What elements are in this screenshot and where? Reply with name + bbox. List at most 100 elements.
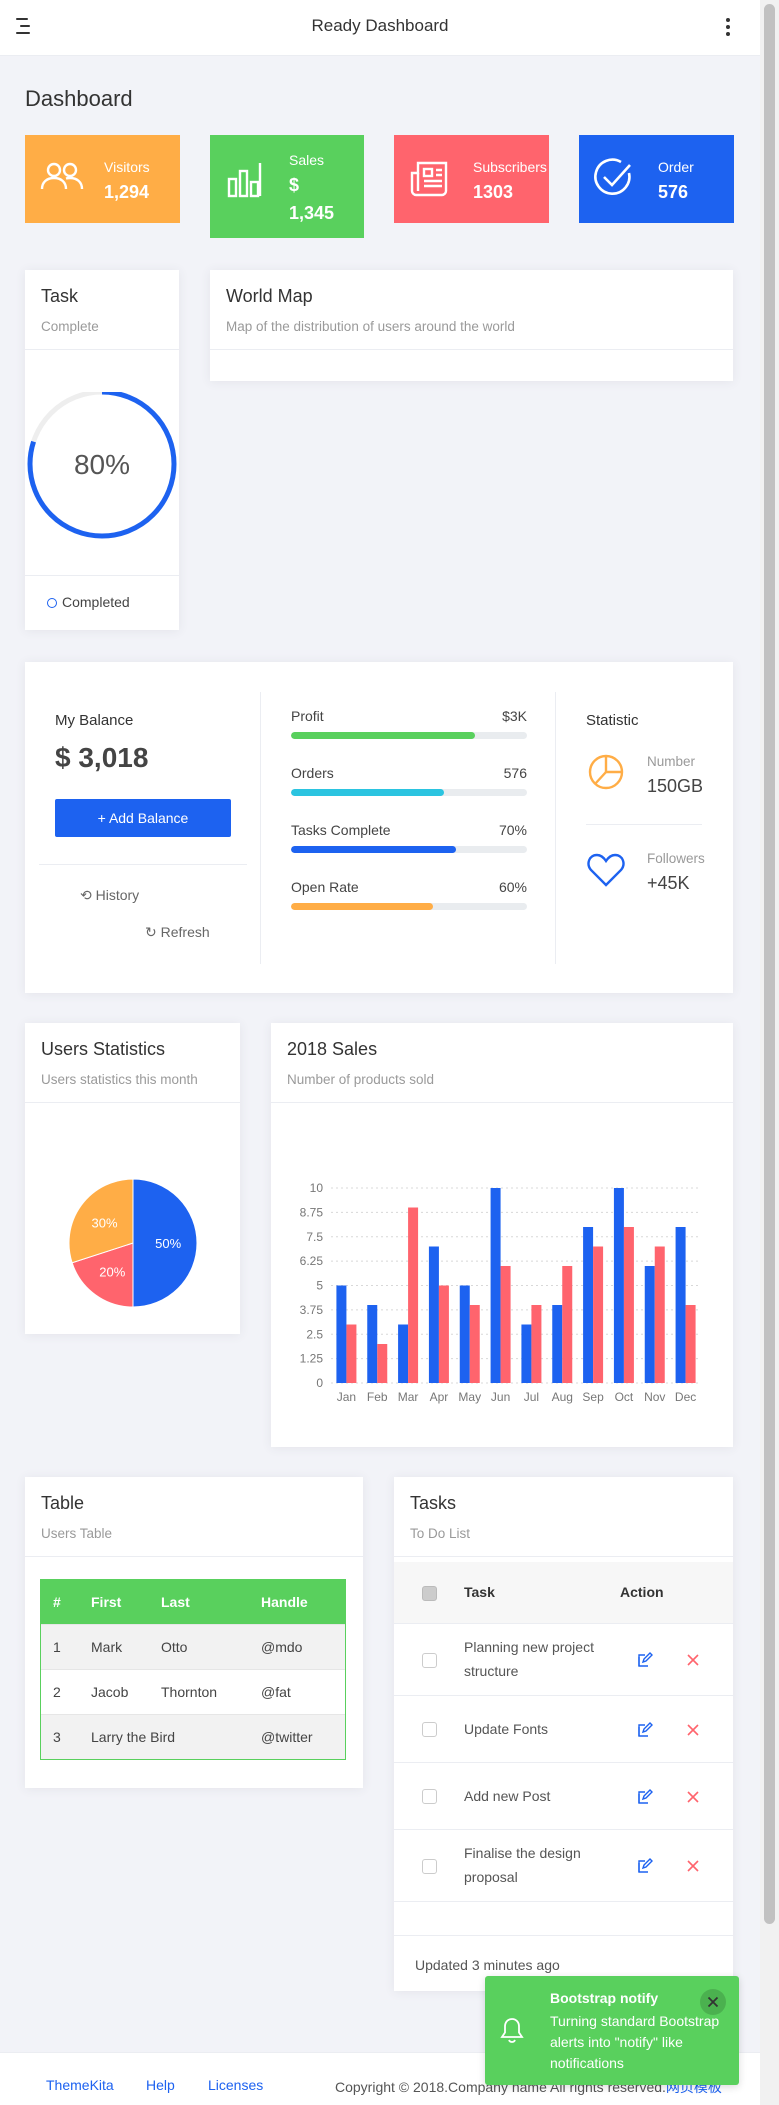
task-checkbox[interactable]	[421, 1789, 437, 1805]
card-title: Tasks	[410, 1493, 457, 1513]
stat-value: 1303	[473, 182, 514, 202]
bar	[346, 1324, 357, 1383]
users-table: # First Last Handle 1 Mark Otto @mdo 2 J…	[40, 1579, 346, 1760]
bar	[367, 1305, 378, 1383]
table-row: 1 Mark Otto @mdo	[41, 1623, 345, 1669]
card-subtitle: Complete	[41, 319, 99, 334]
x-tick-label: Nov	[644, 1390, 665, 1404]
table-cell: Otto	[149, 1623, 249, 1669]
tasks-updated: Updated 3 minutes ago	[415, 1957, 560, 1973]
checkbox-cell	[394, 1623, 464, 1696]
table-cell: @twitter	[249, 1713, 345, 1759]
card-title: Users Statistics	[41, 1039, 166, 1059]
divider	[260, 692, 261, 964]
app-title: Ready Dashboard	[311, 16, 449, 35]
progress-ring	[27, 389, 177, 539]
more-vertical-icon[interactable]	[722, 15, 734, 39]
close-icon[interactable]	[684, 1721, 702, 1739]
scrollbar[interactable]	[760, 0, 779, 2105]
pie-label: 30%	[92, 1215, 118, 1230]
task-name: Add new Post	[464, 1762, 620, 1830]
stat-card-sales[interactable]: Sales $ 1,345	[210, 135, 364, 238]
bar-chart-icon	[227, 163, 262, 198]
footer-link-licenses[interactable]: Licenses	[208, 2077, 264, 2093]
history-icon: ⟲	[80, 887, 96, 903]
close-icon[interactable]	[684, 1788, 702, 1806]
y-tick-label: 10	[310, 1181, 324, 1195]
notification-toast: Bootstrap notify Turning standard Bootst…	[485, 1976, 739, 2085]
close-icon[interactable]	[684, 1857, 702, 1875]
edit-icon[interactable]	[636, 1788, 654, 1806]
close-icon[interactable]	[684, 1651, 702, 1669]
stat-label: Visitors	[104, 159, 150, 175]
stat-label: Sales	[289, 152, 325, 168]
action-cell	[620, 1623, 733, 1696]
task-checkbox[interactable]	[421, 1722, 437, 1738]
scrollbar-thumb[interactable]	[764, 4, 775, 1924]
notification-close-button[interactable]	[700, 1989, 726, 2015]
add-balance-label: Add Balance	[108, 810, 189, 826]
statistic-value: 150GB	[647, 776, 704, 796]
task-row: Finalise the design proposal	[394, 1829, 733, 1902]
task-checkbox[interactable]	[421, 1652, 437, 1668]
card-header: Users Statistics Users statistics this m…	[25, 1023, 240, 1103]
pie-slice	[71, 1242, 134, 1308]
edit-icon[interactable]	[636, 1857, 654, 1875]
sales-chart-card: 2018 Sales Number of products sold 0 1.25…	[271, 1023, 733, 1447]
progress-label: Profit	[291, 708, 324, 724]
footer-link-help[interactable]: Help	[146, 2077, 175, 2093]
bell-icon	[500, 2018, 524, 2043]
y-tick-label: 5	[316, 1279, 323, 1293]
history-label: History	[95, 887, 140, 903]
x-tick-label: Aug	[552, 1390, 573, 1404]
edit-icon[interactable]	[636, 1721, 654, 1739]
task-name: Update Fonts	[464, 1695, 620, 1763]
task-checkbox[interactable]	[421, 1858, 437, 1874]
history-link[interactable]: ⟲ History	[80, 887, 139, 904]
select-all-cell	[394, 1562, 464, 1624]
card-subtitle: Number of products sold	[287, 1072, 435, 1087]
balance-value: $ 3,018	[55, 742, 149, 773]
progress-tasks: Tasks Complete 70%	[291, 822, 527, 853]
table-cell: 3	[41, 1713, 79, 1759]
close-icon	[707, 1996, 719, 2008]
add-balance-button[interactable]: + Add Balance	[55, 799, 231, 837]
task-name: Finalise the design proposal	[464, 1829, 620, 1902]
refresh-link[interactable]: ↻ Refresh	[145, 924, 210, 941]
stat-card-subscribers[interactable]: Subscribers 1303	[394, 135, 549, 223]
select-all-checkbox[interactable]	[421, 1585, 437, 1601]
footer-link-themekita[interactable]: ThemeKita	[46, 2077, 114, 2093]
y-tick-label: 6.25	[300, 1254, 324, 1268]
bar	[469, 1305, 480, 1383]
card-subtitle: To Do List	[410, 1526, 471, 1541]
table-cell: Mark	[79, 1623, 149, 1669]
pie-slice	[68, 1178, 134, 1264]
statistic-value: +45K	[647, 873, 690, 893]
bar	[593, 1246, 604, 1383]
menu-icon[interactable]	[14, 14, 36, 40]
stat-label: Subscribers	[473, 159, 547, 175]
pie-label: 50%	[155, 1236, 181, 1251]
newspaper-icon	[410, 161, 448, 197]
progress-value: 60%	[498, 879, 527, 895]
refresh-icon: ↻	[145, 924, 161, 940]
stat-card-visitors[interactable]: Visitors 1,294	[25, 135, 180, 223]
completed-label: Completed	[62, 594, 130, 610]
progress-fill	[291, 789, 445, 796]
progress-label: Open Rate	[291, 879, 359, 895]
task-footer: Completed	[25, 575, 179, 630]
world-map-card: World Map Map of the distribution of use…	[210, 270, 733, 381]
progress-orders: Orders 576	[291, 765, 527, 796]
card-header: Task Complete	[25, 270, 179, 350]
edit-icon[interactable]	[636, 1651, 654, 1669]
action-cell	[620, 1829, 733, 1902]
x-tick-label: Dec	[675, 1390, 696, 1404]
bar	[438, 1285, 449, 1383]
y-tick-label: 0	[316, 1376, 323, 1390]
y-tick-label: 3.75	[300, 1303, 324, 1317]
bar	[583, 1227, 594, 1383]
y-tick-label: 2.5	[306, 1327, 323, 1341]
bar	[654, 1246, 665, 1383]
stat-card-order[interactable]: Order 576	[579, 135, 734, 223]
bar	[623, 1227, 634, 1383]
